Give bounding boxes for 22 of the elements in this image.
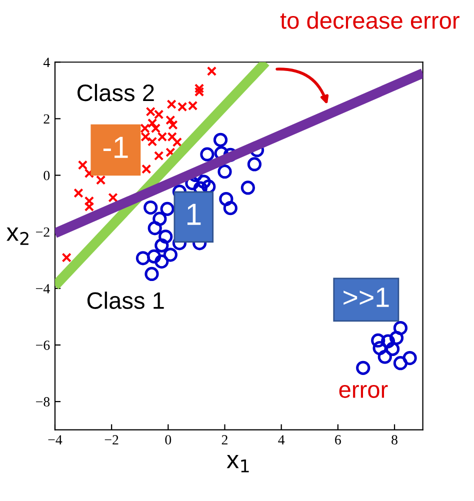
x-tick-label: 8 [392,435,398,444]
y-tick-label: 0 [44,170,50,180]
annotation: Class 1 [87,292,164,309]
annotation: 1 [187,204,201,225]
x-tick-label: 4 [278,435,285,444]
text: to decrease error [280,12,460,29]
x-tick-label: −2 [104,435,118,444]
y-tick-label: 2 [44,114,50,124]
y-tick-label: −2 [36,227,50,237]
y-tick-label: −8 [36,397,50,407]
annotation: >>1 [344,288,389,307]
y-tick-label: −4 [36,284,50,294]
annotation: Class 2 [78,84,154,102]
y-axis-title: x$_{2}$ [6,228,28,245]
y-tick-label: −6 [36,340,50,350]
x-tick-label: 6 [335,435,341,444]
x-tick-label: 0 [165,435,172,444]
annotation: -1 [103,136,128,158]
annotation: error [339,385,388,398]
x-axis-title: x$_{1}$ [226,454,249,472]
y-tick-label: 4 [43,58,50,67]
x-tick-label: 2 [222,435,228,444]
